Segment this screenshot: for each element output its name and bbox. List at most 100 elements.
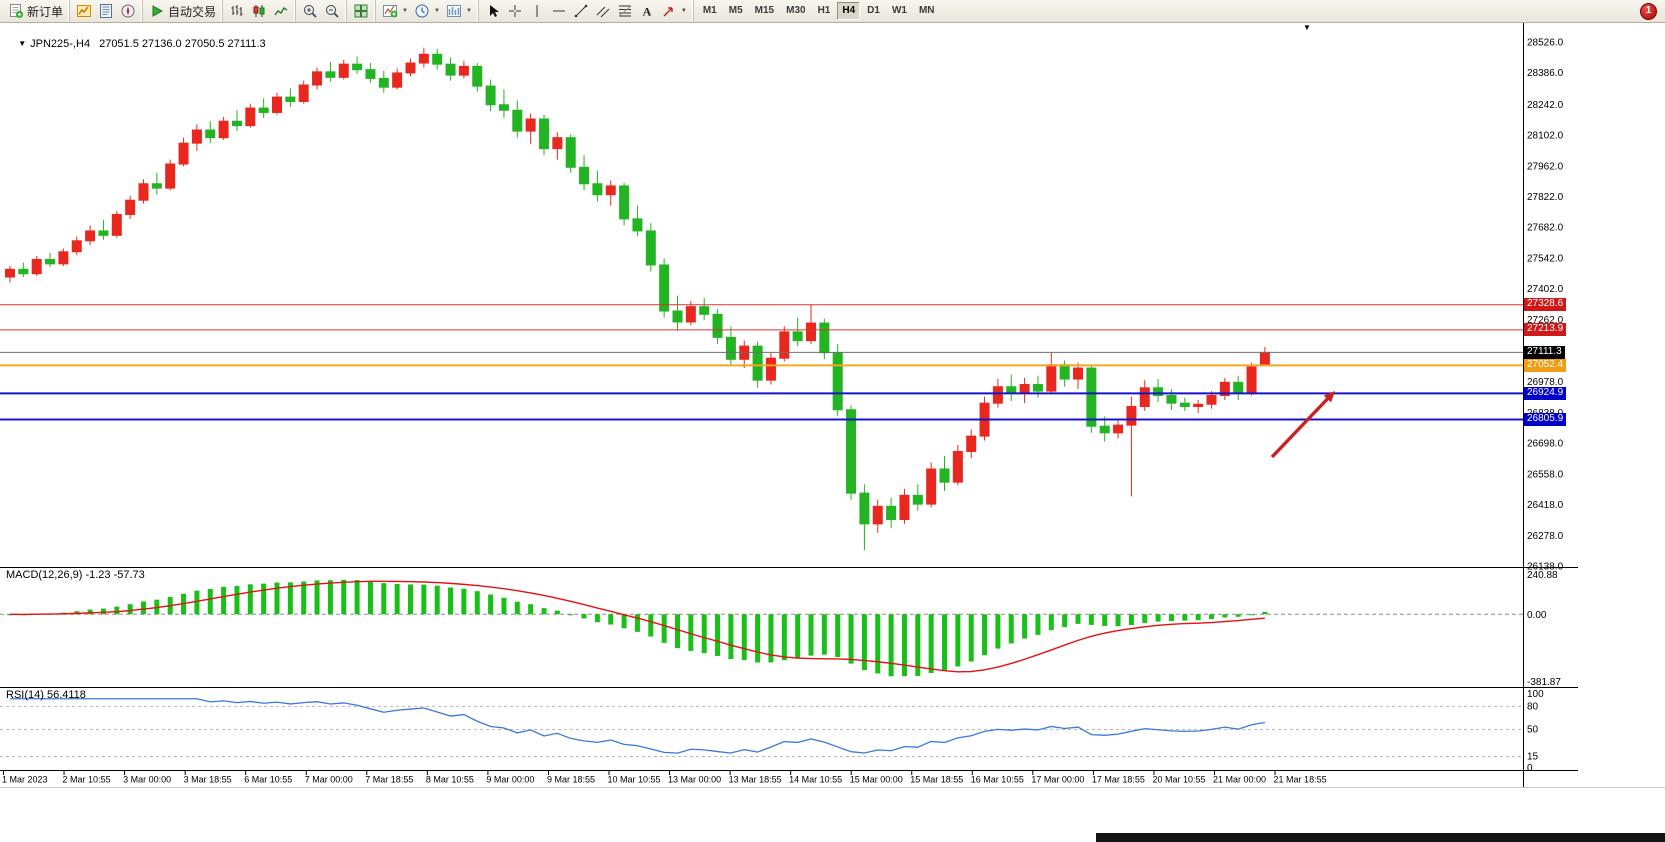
trendline-button[interactable] — [570, 1, 592, 21]
candle — [1166, 388, 1177, 410]
crosshair-icon — [508, 5, 521, 17]
timeframe-m15-button[interactable]: M15 — [750, 2, 779, 20]
timeframe-h1-button[interactable]: H1 — [813, 2, 836, 20]
bottom-dark-bar — [1096, 833, 1665, 842]
macd-panel: 240.88 0.00 -381.87 — [0, 570, 1561, 688]
crosshair-button[interactable] — [504, 1, 526, 21]
candle — [298, 80, 309, 104]
timeframe-h4-button[interactable]: H4 — [837, 2, 861, 20]
price-badge-current-bid[interactable]: 27111.3 — [1524, 345, 1565, 359]
data-window-button[interactable] — [95, 1, 117, 21]
candle — [539, 114, 549, 156]
indicators-button[interactable]: ▼ — [379, 1, 411, 21]
timeframe-m30-button[interactable]: M30 — [781, 2, 810, 20]
timeframe-w1-button[interactable]: W1 — [887, 2, 912, 20]
candle — [632, 205, 643, 237]
candle — [245, 103, 256, 128]
trendline-icon — [574, 4, 588, 18]
time-axis-label: 6 Mar 10:55 — [244, 775, 292, 785]
timeframe-m5-button[interactable]: M5 — [724, 2, 748, 20]
autotrading-button[interactable]: 自动交易 — [146, 1, 219, 21]
bar-chart-button[interactable] — [226, 1, 248, 21]
chart-dropdown-icon[interactable]: ▼ — [18, 39, 27, 48]
candle — [645, 223, 656, 272]
candlestick-chart-button[interactable] — [248, 1, 270, 21]
arrows-button[interactable]: ▼ — [658, 1, 690, 21]
zoom-in-button[interactable] — [299, 1, 321, 21]
new-order-button[interactable]: 新订单 — [5, 1, 66, 21]
price-badge-support-lower[interactable]: 26805.9 — [1524, 412, 1567, 426]
price-axis-label: 27962.0 — [1527, 161, 1564, 172]
chart-ohlc-values: 27051.5 27136.0 27050.5 27111.3 — [99, 38, 266, 50]
templates-button[interactable]: ▼ — [443, 1, 475, 21]
candle — [58, 248, 69, 267]
candle — [352, 56, 363, 75]
price-badge-support-upper[interactable]: 26924.9 — [1524, 386, 1567, 400]
arrow-object[interactable] — [1270, 391, 1335, 459]
candle — [98, 219, 109, 240]
line-chart-button[interactable] — [270, 1, 292, 21]
chart-corner-marker-icon[interactable]: ▼ — [1303, 23, 1311, 32]
candle — [45, 252, 56, 268]
price-axis-label: 26698.0 — [1527, 439, 1564, 450]
market-watch-button[interactable] — [73, 1, 95, 21]
toolbar-group-draw-tools: A ▼ — [477, 0, 693, 22]
candle — [31, 256, 42, 276]
dropdown-caret-icon: ▼ — [402, 8, 408, 14]
chart-symbol-title: JPN225-,H4 — [30, 38, 91, 50]
candle — [779, 326, 790, 362]
timeframe-d1-button[interactable]: D1 — [862, 2, 885, 20]
candle — [85, 225, 96, 246]
candle — [1246, 362, 1257, 396]
tile-windows-button[interactable] — [350, 1, 372, 21]
candle — [912, 484, 923, 511]
candle — [272, 92, 282, 115]
price-axis-label: 27682.0 — [1527, 223, 1564, 234]
price-badge-resistance-lower[interactable]: 27213.9 — [1524, 323, 1567, 337]
indicators-icon — [383, 5, 398, 18]
candle — [699, 297, 710, 320]
dropdown-caret-icon: ▼ — [680, 8, 687, 14]
price-badge-resistance-upper[interactable]: 27328.6 — [1524, 298, 1567, 312]
candle — [739, 340, 750, 369]
time-axis-label: 17 Mar 18:55 — [1092, 775, 1145, 785]
horizontal-line-button[interactable] — [548, 1, 570, 21]
line-chart-icon — [274, 7, 288, 16]
cursor-button[interactable] — [482, 1, 504, 21]
candle — [418, 47, 429, 68]
time-axis-label: 16 Mar 10:55 — [971, 775, 1024, 785]
time-axis-label: 1 Mar 2023 — [2, 775, 48, 785]
toolbar: 新订单 自动交易 ▼ ▼ ▼ A ▼ M1 M5 M15 M30 H1 H4 D1 W1 MN 1 — [0, 0, 1665, 23]
price-badge-pivot-line[interactable]: 27052.4 — [1524, 358, 1567, 372]
candle — [725, 326, 736, 366]
candle — [605, 180, 616, 206]
timeframe-m1-button[interactable]: M1 — [698, 2, 722, 20]
zoom-out-button[interactable] — [321, 1, 343, 21]
candle — [165, 159, 176, 191]
candle — [1099, 416, 1110, 442]
candle — [485, 79, 496, 112]
fibonacci-button[interactable] — [614, 1, 636, 21]
notification-badge[interactable]: 1 — [1640, 3, 1657, 20]
autotrading-button-label: 自动交易 — [168, 4, 217, 19]
time-axis-label: 9 Mar 18:55 — [547, 775, 595, 785]
time-axis-label: 13 Mar 00:00 — [668, 775, 721, 785]
candle — [552, 132, 563, 160]
periods-button[interactable]: ▼ — [411, 1, 443, 21]
candle — [846, 405, 857, 500]
rsi-axis-label: 80 — [1527, 701, 1539, 712]
navigator-button[interactable] — [117, 1, 139, 21]
channel-button[interactable] — [592, 1, 614, 21]
toolbar-group-zoom — [295, 0, 346, 22]
price-axis-label: 26278.0 — [1527, 531, 1564, 542]
new-order-icon — [10, 4, 24, 19]
vertical-line-button[interactable] — [526, 1, 548, 21]
text-button[interactable]: A — [636, 1, 658, 21]
timeframe-mn-button[interactable]: MN — [914, 2, 940, 20]
templates-icon — [446, 5, 461, 17]
candle — [1153, 379, 1164, 403]
price-axis-label: 26558.0 — [1527, 469, 1564, 480]
candle — [71, 236, 82, 256]
